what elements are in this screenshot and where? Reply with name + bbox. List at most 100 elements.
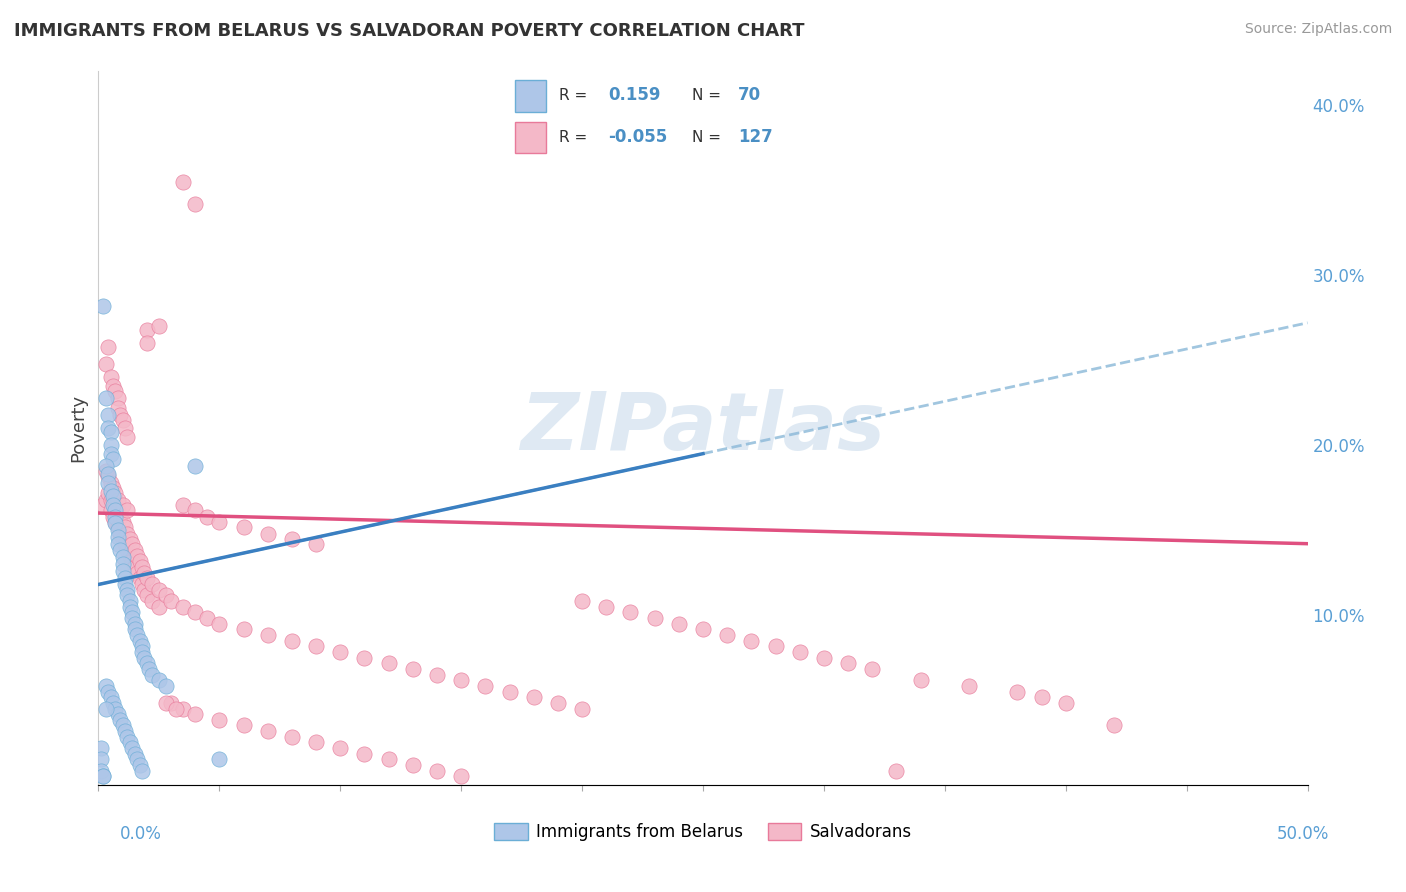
- Text: Source: ZipAtlas.com: Source: ZipAtlas.com: [1244, 22, 1392, 37]
- Point: [107, 530, 129, 544]
- Point: [134, 566, 156, 580]
- Point: [121, 605, 143, 619]
- Point: [155, 697, 177, 711]
- Point: [114, 577, 136, 591]
- Point: [135, 571, 157, 585]
- Point: [1054, 697, 1077, 711]
- Point: [148, 673, 170, 687]
- Point: [107, 706, 129, 721]
- Point: [104, 516, 127, 531]
- Point: [160, 594, 183, 608]
- Point: [1031, 690, 1053, 704]
- Point: [789, 645, 811, 659]
- Point: [101, 697, 124, 711]
- Point: [134, 582, 156, 597]
- Point: [141, 667, 163, 681]
- Point: [208, 616, 231, 631]
- Point: [117, 588, 139, 602]
- Point: [94, 680, 117, 694]
- Point: [114, 421, 136, 435]
- Point: [108, 543, 131, 558]
- Point: [104, 509, 127, 524]
- Text: 127: 127: [738, 128, 773, 146]
- Legend: Immigrants from Belarus, Salvadorans: Immigrants from Belarus, Salvadorans: [488, 816, 918, 848]
- Point: [1102, 718, 1125, 732]
- Point: [377, 752, 399, 766]
- Point: [329, 645, 352, 659]
- Point: [111, 557, 134, 571]
- Point: [90, 764, 112, 779]
- Point: [108, 714, 131, 728]
- Point: [692, 622, 714, 636]
- Point: [329, 740, 352, 755]
- Point: [184, 502, 207, 516]
- Point: [135, 656, 157, 670]
- Point: [107, 519, 129, 533]
- Text: R =: R =: [558, 130, 586, 145]
- Point: [107, 391, 129, 405]
- Point: [184, 605, 207, 619]
- Point: [172, 175, 194, 189]
- Point: [281, 633, 304, 648]
- Point: [402, 662, 425, 676]
- Point: [184, 706, 207, 721]
- Point: [172, 599, 194, 614]
- Point: [118, 599, 141, 614]
- Point: [256, 628, 278, 642]
- Point: [117, 502, 139, 516]
- Point: [523, 690, 546, 704]
- Point: [101, 509, 124, 524]
- Point: [111, 718, 134, 732]
- Point: [160, 697, 183, 711]
- Point: [127, 549, 149, 563]
- Point: [118, 549, 141, 563]
- Point: [90, 740, 112, 755]
- Point: [101, 492, 124, 507]
- Point: [111, 515, 134, 529]
- Point: [172, 701, 194, 715]
- Point: [114, 519, 136, 533]
- Point: [101, 481, 124, 495]
- Point: [208, 752, 231, 766]
- Point: [860, 662, 883, 676]
- Point: [474, 680, 496, 694]
- Point: [94, 464, 117, 478]
- Point: [305, 537, 328, 551]
- Point: [97, 408, 120, 422]
- Point: [97, 475, 120, 490]
- Point: [127, 628, 149, 642]
- Point: [131, 645, 153, 659]
- Point: [305, 735, 328, 749]
- Point: [450, 769, 472, 783]
- Point: [104, 498, 127, 512]
- Point: [104, 485, 127, 500]
- Point: [256, 526, 278, 541]
- Point: [118, 594, 141, 608]
- Point: [97, 485, 120, 500]
- Point: [131, 639, 153, 653]
- Point: [141, 594, 163, 608]
- Point: [353, 747, 375, 762]
- Point: [104, 515, 127, 529]
- Point: [108, 509, 131, 524]
- Point: [97, 421, 120, 435]
- Point: [97, 684, 120, 698]
- Point: [232, 718, 254, 732]
- Point: [172, 498, 194, 512]
- Point: [155, 588, 177, 602]
- Point: [155, 680, 177, 694]
- Point: [107, 492, 129, 507]
- Point: [101, 498, 124, 512]
- Point: [111, 550, 134, 565]
- Point: [595, 599, 617, 614]
- Point: [100, 492, 122, 507]
- Point: [716, 628, 738, 642]
- Point: [135, 336, 157, 351]
- Point: [138, 662, 160, 676]
- Point: [195, 611, 218, 625]
- Point: [100, 502, 122, 516]
- Point: [100, 438, 122, 452]
- Point: [108, 408, 131, 422]
- Point: [117, 543, 139, 558]
- Point: [256, 723, 278, 738]
